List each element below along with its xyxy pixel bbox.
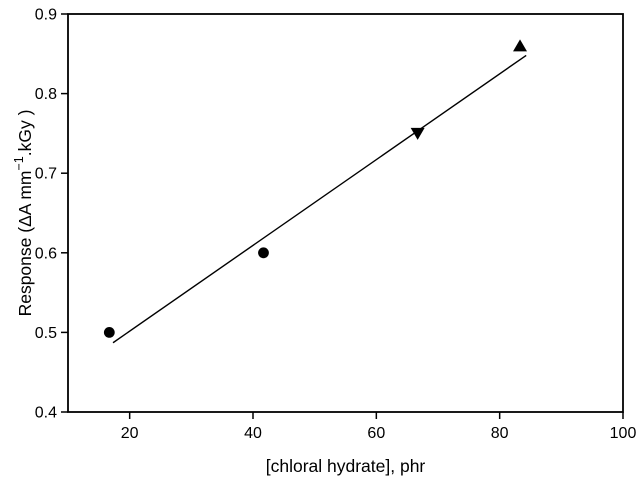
plot-area: 20 40 60 80 100 0.4 0.5 0.6 0.7 0.8 0.9 <box>35 7 637 443</box>
y-axis-title-unit: .kGy ) <box>15 110 35 157</box>
circle-marker <box>258 247 269 259</box>
y-axis-title-main: Response (ΔA mm <box>15 171 35 317</box>
y-tick-label: 0.8 <box>35 86 57 103</box>
triangle-up-marker <box>513 39 528 52</box>
y-axis-title: Response (ΔA mm−1.kGy ) <box>12 110 35 317</box>
y-tick-label: 0.7 <box>35 166 57 183</box>
x-tick-label: 20 <box>121 425 139 442</box>
y-tick-label: 0.9 <box>35 7 57 24</box>
triangle-down-marker <box>410 127 425 140</box>
x-tick-label: 40 <box>244 425 262 442</box>
x-tick-label: 60 <box>367 425 385 442</box>
x-tick-label: 80 <box>491 425 509 442</box>
fit-line <box>112 54 527 344</box>
circle-marker <box>103 327 115 338</box>
y-tick-label: 0.6 <box>35 245 57 262</box>
y-axis-title-superscript: −1 <box>12 156 26 170</box>
x-axis-title: [chloral hydrate], phr <box>266 456 426 476</box>
y-tick-label: 0.5 <box>35 325 57 342</box>
x-tick-label: 100 <box>610 425 637 442</box>
y-tick-label: 0.4 <box>35 405 57 422</box>
plot-frame <box>67 13 624 413</box>
